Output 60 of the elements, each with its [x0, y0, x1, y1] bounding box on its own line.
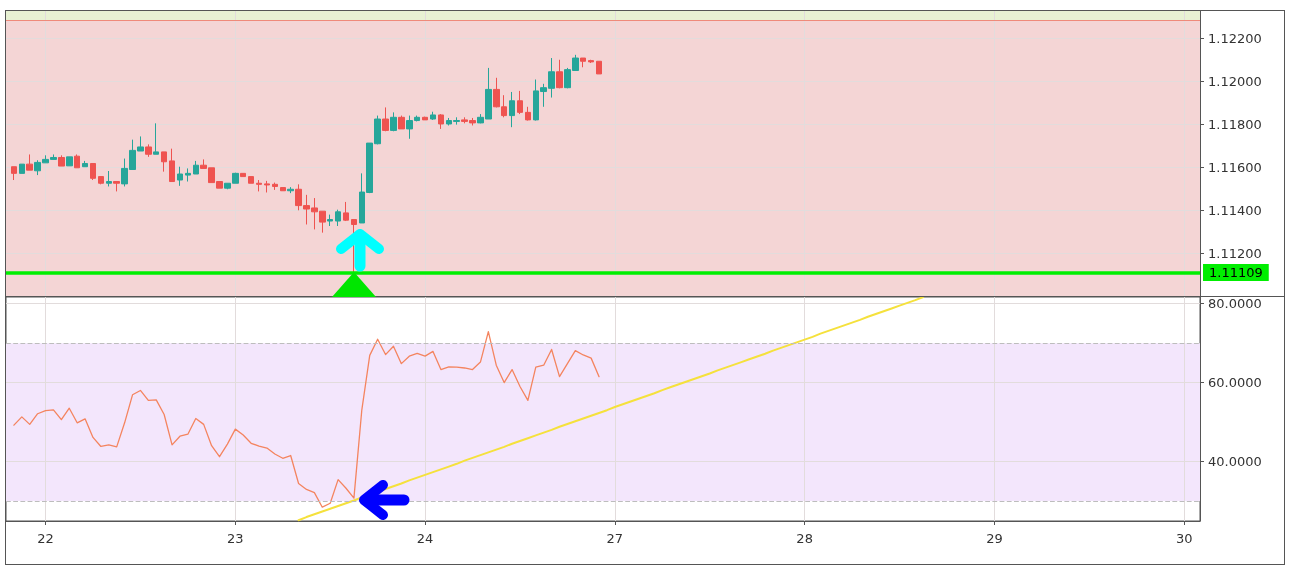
line-series	[13, 331, 600, 508]
candlestick	[580, 57, 586, 68]
y-tick-label: 60.0000	[1208, 375, 1262, 391]
candlestick	[169, 148, 175, 183]
x-tick-label: 24	[416, 531, 434, 546]
x-tick-label: 30	[1175, 531, 1193, 546]
candlestick	[517, 90, 523, 115]
x-tick-label: 27	[606, 531, 624, 546]
line-series	[297, 297, 925, 522]
candlestick	[26, 153, 33, 171]
candlestick	[106, 170, 112, 187]
candlestick	[596, 60, 602, 75]
y-tick-label: 80.0000	[1208, 296, 1262, 312]
candlestick	[422, 116, 428, 121]
candlestick	[240, 172, 246, 178]
y-tick-label: 1.12000	[1208, 73, 1262, 89]
candlestick	[153, 122, 159, 155]
candlestick	[185, 167, 191, 183]
y-tick-label: 1.11600	[1208, 159, 1262, 175]
candlestick	[161, 151, 167, 173]
candlestick	[74, 153, 80, 169]
y-tick-label: 1.11800	[1208, 116, 1262, 132]
candlestick	[90, 162, 96, 181]
y-tick-label: 1.12200	[1208, 30, 1262, 46]
candlestick	[280, 187, 286, 192]
candlestick	[177, 166, 183, 187]
candlestick	[287, 186, 294, 194]
candlestick	[343, 201, 349, 222]
candlestick	[398, 115, 405, 130]
y-tick-label: 1.11400	[1208, 202, 1262, 218]
candlestick	[438, 113, 444, 130]
candlestick	[193, 160, 199, 175]
candlestick	[525, 106, 531, 122]
candlestick	[556, 59, 563, 89]
ref-line-label: 1.11109	[1209, 265, 1263, 281]
candlestick	[66, 156, 73, 167]
candlestick	[588, 59, 594, 64]
x-tick-label: 23	[227, 531, 244, 546]
candlestick	[272, 182, 278, 191]
candlestick	[19, 163, 25, 174]
y-tick-label: 40.0000	[1208, 453, 1262, 469]
x-tick-label: 28	[796, 531, 813, 546]
candlestick	[327, 214, 333, 227]
candlestick	[264, 180, 270, 193]
x-tick-label: 29	[986, 531, 1003, 546]
candlestick	[248, 176, 254, 184]
candlestick	[11, 166, 17, 181]
candlestick	[145, 143, 152, 158]
candlestick	[335, 209, 341, 227]
candlestick	[58, 154, 65, 167]
x-tick-label: 22	[37, 531, 54, 546]
candlestick	[98, 176, 104, 185]
candlestick	[256, 179, 262, 192]
candlestick	[509, 91, 515, 128]
candlestick	[82, 160, 88, 168]
candlestick	[430, 111, 436, 121]
candlestick	[390, 111, 397, 132]
y-tick-label: 1.11200	[1208, 245, 1262, 261]
candlestick	[113, 181, 120, 192]
candlestick	[382, 106, 389, 132]
